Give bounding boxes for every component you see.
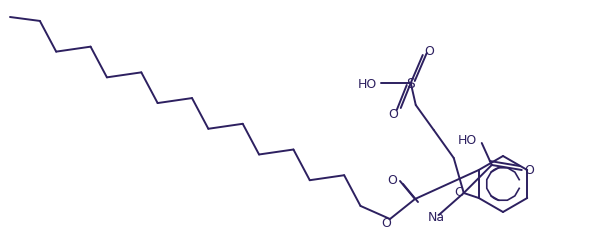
Text: O: O (388, 108, 398, 121)
Text: HO: HO (458, 134, 477, 147)
Text: C: C (454, 186, 463, 199)
Text: O: O (524, 163, 534, 176)
Text: S: S (407, 77, 415, 91)
Text: HO: HO (358, 78, 378, 91)
Text: O: O (424, 44, 434, 57)
Text: O: O (387, 173, 397, 186)
Text: O: O (381, 217, 391, 230)
Text: Na: Na (428, 211, 445, 224)
